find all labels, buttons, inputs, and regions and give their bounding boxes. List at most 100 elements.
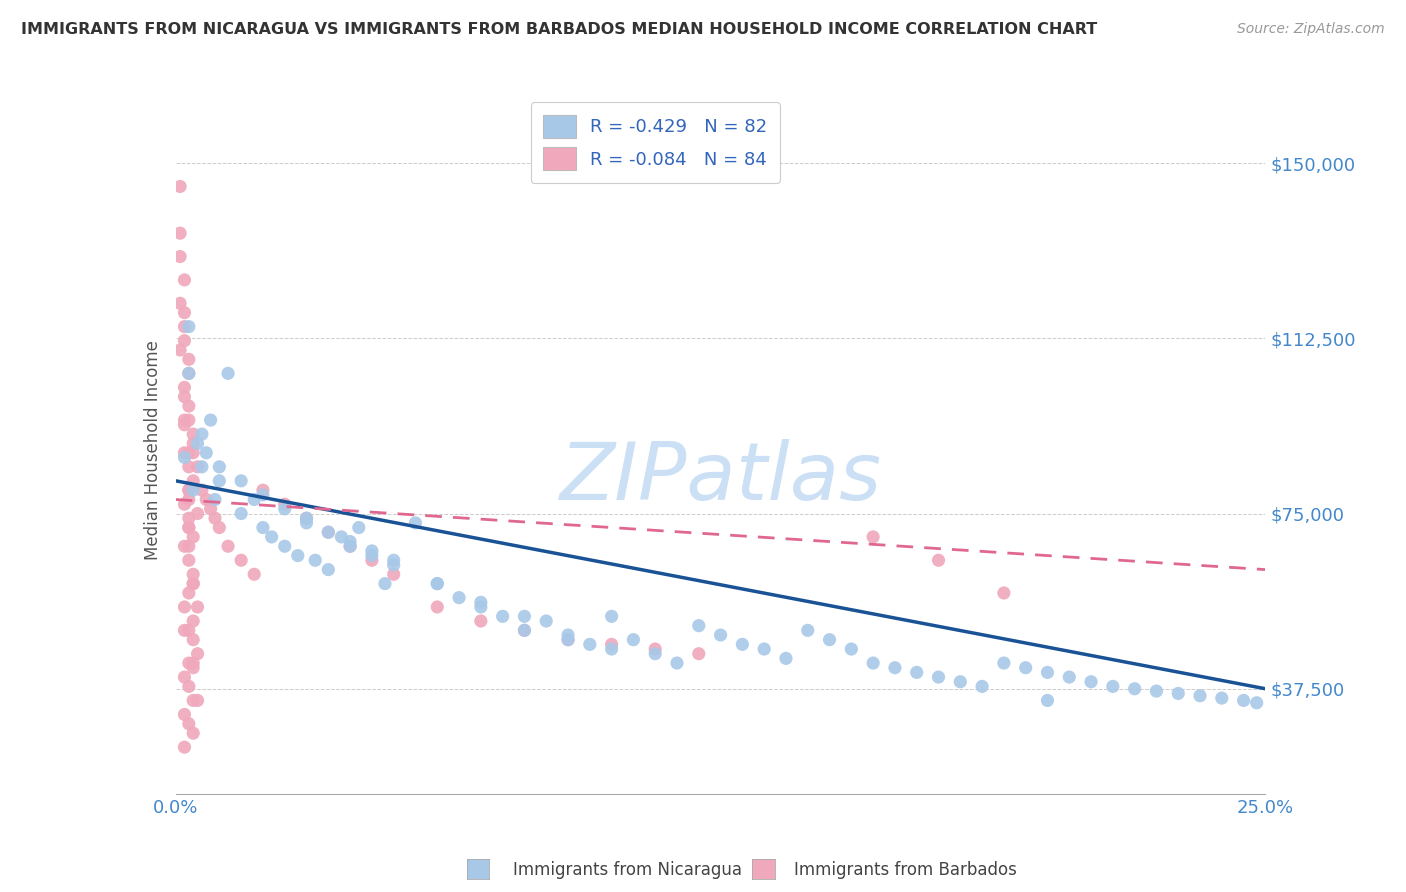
Point — [492, 609, 515, 624]
Point — [339, 534, 361, 549]
Point — [339, 539, 361, 553]
Point — [579, 637, 602, 651]
Point — [252, 520, 274, 534]
Y-axis label: Median Household Income: Median Household Income — [143, 341, 162, 560]
Point — [181, 693, 204, 707]
Point — [1246, 696, 1268, 710]
Point — [318, 563, 340, 577]
Point — [173, 450, 195, 465]
Point — [513, 624, 536, 638]
Point — [181, 576, 204, 591]
Point — [688, 618, 710, 632]
Point — [177, 352, 200, 367]
Point — [169, 226, 191, 240]
Point — [405, 516, 427, 530]
Point — [173, 334, 195, 348]
Point — [1036, 693, 1059, 707]
Point — [557, 628, 579, 642]
Point — [173, 305, 195, 319]
Point — [470, 614, 492, 628]
Point — [775, 651, 797, 665]
Point — [731, 637, 754, 651]
Point — [1211, 691, 1233, 706]
Point — [173, 273, 195, 287]
Point — [181, 614, 204, 628]
Point — [177, 680, 200, 694]
Point — [252, 483, 274, 498]
Point — [173, 319, 195, 334]
Point — [928, 670, 950, 684]
Point — [181, 661, 204, 675]
Point — [181, 427, 204, 442]
Point — [1167, 686, 1189, 700]
Point — [1232, 693, 1256, 707]
Point — [195, 446, 218, 460]
Point — [181, 474, 204, 488]
Point — [173, 624, 195, 638]
Point — [177, 483, 200, 498]
Point — [360, 549, 382, 563]
Point — [295, 511, 318, 525]
Point — [231, 553, 253, 567]
Point — [374, 576, 396, 591]
Point — [1015, 661, 1038, 675]
Point — [1102, 680, 1125, 694]
Point — [173, 670, 195, 684]
Point — [173, 539, 195, 553]
Point — [1036, 665, 1059, 680]
Point — [688, 647, 710, 661]
Point — [993, 586, 1015, 600]
Point — [169, 296, 191, 310]
Point — [208, 474, 231, 488]
Point — [177, 483, 200, 498]
Point — [186, 693, 209, 707]
Point — [177, 520, 200, 534]
Point — [260, 530, 283, 544]
Point — [905, 665, 928, 680]
Point — [382, 567, 405, 582]
Point — [169, 179, 191, 194]
Point — [181, 576, 204, 591]
Point — [534, 614, 557, 628]
Point — [818, 632, 841, 647]
Point — [1080, 674, 1102, 689]
Point — [173, 446, 195, 460]
Point — [274, 501, 297, 516]
Point — [200, 501, 222, 516]
Point — [557, 632, 579, 647]
Point — [186, 507, 209, 521]
Text: Immigrants from Barbados: Immigrants from Barbados — [794, 861, 1018, 879]
Point — [181, 436, 204, 450]
Point — [191, 483, 214, 498]
Point — [970, 680, 993, 694]
Point — [339, 539, 361, 553]
Point — [177, 539, 200, 553]
Point — [841, 642, 863, 657]
Point — [1189, 689, 1212, 703]
Point — [177, 319, 200, 334]
Point — [231, 507, 253, 521]
Point — [177, 446, 200, 460]
Point — [177, 367, 200, 381]
Point — [208, 459, 231, 474]
Point — [993, 656, 1015, 670]
Point — [666, 656, 689, 670]
Point — [426, 599, 449, 614]
Text: Source: ZipAtlas.com: Source: ZipAtlas.com — [1237, 22, 1385, 37]
Point — [191, 427, 214, 442]
Text: IMMIGRANTS FROM NICARAGUA VS IMMIGRANTS FROM BARBADOS MEDIAN HOUSEHOLD INCOME CO: IMMIGRANTS FROM NICARAGUA VS IMMIGRANTS … — [21, 22, 1097, 37]
Point — [360, 553, 382, 567]
Point — [177, 656, 200, 670]
Point — [1057, 670, 1080, 684]
Point — [949, 674, 972, 689]
Point — [600, 609, 623, 624]
Point — [330, 530, 353, 544]
Point — [186, 647, 209, 661]
Point — [204, 492, 226, 507]
Point — [295, 511, 318, 525]
Point — [274, 539, 297, 553]
Point — [252, 488, 274, 502]
Point — [231, 474, 253, 488]
Point — [862, 530, 884, 544]
Point — [600, 637, 623, 651]
